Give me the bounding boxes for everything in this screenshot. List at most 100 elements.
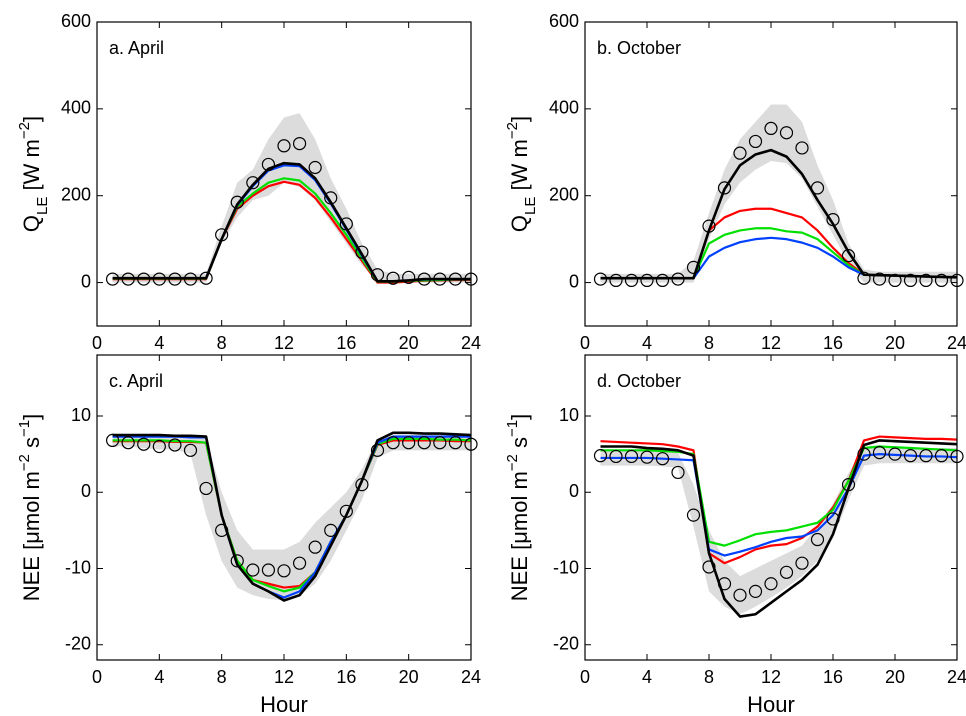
observation-marker: [919, 449, 933, 463]
y-tick-label: 600: [61, 11, 91, 31]
observation-marker: [261, 157, 276, 172]
y-axis-label-part: −2: [504, 122, 521, 139]
observation-marker: [292, 137, 307, 151]
observation-marker: [370, 268, 385, 282]
y-tick-label: 400: [549, 98, 579, 118]
observation-marker: [324, 523, 338, 537]
y-axis-label-part: NEE [μmol m: [19, 471, 44, 601]
observation-marker: [215, 228, 229, 242]
observation-marker: [152, 272, 166, 286]
observation-marker: [246, 176, 260, 190]
y-axis-label-part: NEE [μmol m: [507, 471, 532, 601]
y-axis-label-part: −1: [504, 420, 521, 437]
y-axis-label-part: ]: [507, 414, 532, 420]
y-axis-label-part: ]: [19, 414, 44, 420]
observation-marker: [717, 181, 732, 195]
x-tick-label: 0: [580, 333, 590, 353]
y-axis-label-part: −2: [504, 454, 521, 471]
observation-marker: [324, 191, 338, 205]
y-axis-label-part: −2: [16, 122, 33, 139]
observation-marker: [355, 478, 369, 492]
observation-marker: [277, 564, 291, 578]
observation-marker: [609, 449, 623, 464]
observation-marker: [230, 554, 244, 568]
x-tick-label: 8: [217, 333, 227, 353]
observation-marker: [671, 272, 685, 286]
y-tick-label: -10: [65, 557, 91, 577]
observation-marker: [168, 438, 182, 452]
model-line: [600, 207, 958, 280]
x-tick-label: 8: [217, 667, 227, 687]
observation-marker: [779, 126, 794, 140]
observation-marker: [640, 450, 654, 464]
y-tick-label: 10: [559, 405, 579, 425]
range-band: [112, 113, 471, 283]
x-tick-label: 16: [336, 667, 356, 687]
observation-marker: [795, 141, 809, 155]
observation-marker: [121, 436, 135, 450]
observation-marker: [655, 452, 670, 466]
y-axis-label-part: −2: [16, 454, 33, 471]
y-tick-label: 0: [81, 481, 91, 501]
observation-marker: [183, 443, 198, 457]
x-tick-label: 4: [642, 667, 652, 687]
observation-marker: [230, 195, 244, 209]
y-tick-label: 200: [549, 184, 579, 204]
model-line: [112, 177, 471, 283]
panel-title: d. October: [597, 371, 681, 391]
observation-marker: [121, 272, 135, 286]
x-tick-label: 0: [580, 667, 590, 687]
x-tick-label: 8: [704, 333, 714, 353]
observation-marker: [686, 260, 701, 274]
observation-marker: [779, 565, 794, 579]
panel: 0 4 8 12 16 20 24 0 200 400 600 b. October QLE [W m−…: [504, 11, 966, 353]
y-axis-label-part: Q: [507, 215, 532, 232]
x-axis-label: Hour: [747, 692, 795, 716]
observation-marker: [888, 273, 902, 287]
plot-frame: [96, 354, 472, 661]
y-tick-label: 0: [81, 271, 91, 291]
observation-marker: [433, 436, 447, 450]
x-tick-label: 12: [761, 333, 781, 353]
y-axis-label-part: [W m: [507, 139, 532, 196]
observation-marker: [593, 449, 608, 463]
observation-marker: [919, 273, 933, 287]
observation-marker: [872, 272, 887, 286]
observation-marker: [903, 273, 918, 287]
observation-marker: [888, 447, 902, 461]
observation-marker: [386, 271, 400, 285]
observation-marker: [764, 121, 778, 135]
observation-marker: [168, 272, 182, 286]
observation-marker: [105, 272, 120, 286]
observation-marker: [308, 540, 322, 554]
x-tick-label: 4: [154, 667, 164, 687]
y-tick-label: 400: [61, 98, 91, 118]
y-axis-label: NEE [μmol m−2 s−1]: [16, 414, 44, 602]
x-tick-label: 24: [947, 333, 966, 353]
model-line: [112, 437, 472, 593]
x-tick-label: 16: [823, 667, 843, 687]
panel-title: c. April: [109, 371, 163, 391]
range-band: [600, 104, 957, 283]
y-axis-label: QLE [W m−2]: [504, 116, 539, 232]
observation-marker: [624, 273, 639, 287]
model-line: [112, 431, 472, 602]
observation-marker: [733, 588, 747, 602]
y-axis-label-part: [W m: [19, 139, 44, 196]
y-axis-label-part: ]: [19, 116, 44, 122]
panel: 0 4 8 12 16 20 24 -20 -10 0 10 c. April Hour NEE [μmo…: [16, 354, 481, 716]
x-tick-label: 20: [885, 333, 905, 353]
x-tick-label: 0: [92, 667, 102, 687]
panel: 0 4 8 12 16 20 24 -20 -10 0 10 d. October Hour NEE [μ…: [504, 354, 966, 716]
x-axis-label: Hour: [260, 692, 308, 716]
observation-marker: [199, 481, 213, 496]
y-axis-label: NEE [μmol m−2 s−1]: [504, 414, 532, 602]
observation-marker: [826, 213, 840, 227]
observation-marker: [339, 217, 353, 231]
y-axis-label-part: s: [507, 437, 532, 454]
model-line: [600, 435, 958, 565]
observation-marker: [308, 160, 322, 175]
observation-marker: [748, 584, 763, 598]
y-axis-label-part: Q: [19, 215, 44, 232]
observation-marker: [292, 556, 307, 570]
